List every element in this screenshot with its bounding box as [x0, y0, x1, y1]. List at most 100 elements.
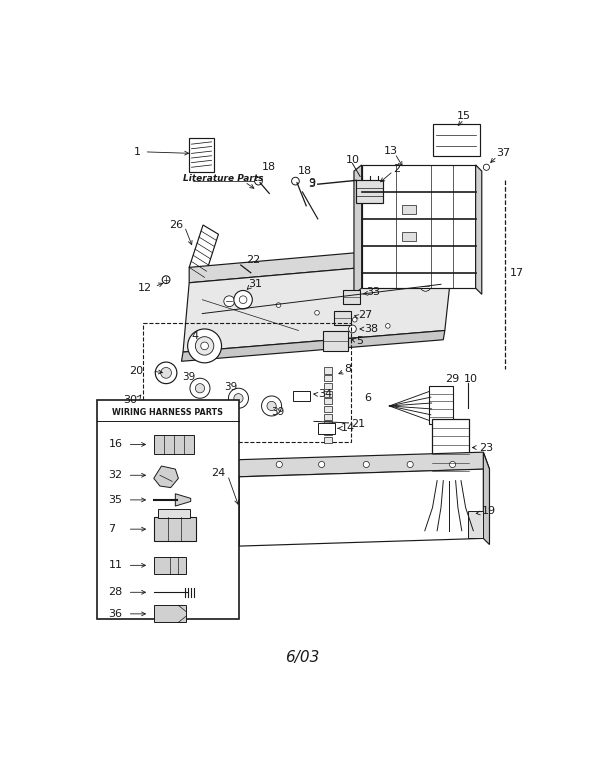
Bar [97, 400, 239, 619]
Bar [324, 399, 332, 405]
Bar [324, 414, 332, 420]
Text: 20: 20 [129, 366, 143, 376]
Text: 10: 10 [345, 155, 359, 164]
Circle shape [483, 164, 490, 171]
Text: 36: 36 [109, 609, 122, 619]
Text: 14: 14 [341, 423, 355, 433]
Bar [143, 323, 351, 442]
Text: 37: 37 [496, 148, 510, 158]
Circle shape [352, 317, 357, 322]
Bar [189, 138, 214, 172]
Circle shape [248, 272, 254, 278]
Bar [293, 391, 310, 402]
Circle shape [255, 177, 263, 185]
Circle shape [224, 296, 235, 307]
Text: 32: 32 [109, 470, 123, 480]
Polygon shape [483, 452, 490, 545]
Bar [362, 165, 476, 288]
Circle shape [190, 378, 210, 399]
Circle shape [201, 342, 208, 350]
Bar [324, 375, 332, 381]
Bar [154, 435, 194, 454]
Circle shape [407, 461, 413, 467]
Bar [318, 423, 335, 434]
Circle shape [155, 362, 177, 383]
Text: 11: 11 [109, 560, 122, 571]
Bar [158, 509, 190, 519]
Text: 4: 4 [191, 331, 198, 341]
Text: 28: 28 [109, 588, 123, 597]
Polygon shape [175, 493, 191, 506]
Bar [324, 437, 332, 443]
Bar [154, 517, 196, 542]
Text: 10: 10 [464, 374, 478, 384]
Text: 3: 3 [309, 179, 316, 189]
Polygon shape [189, 244, 453, 283]
Text: WIRING HARNESS PARTS: WIRING HARNESS PARTS [112, 408, 223, 417]
Text: Literature Parts: Literature Parts [183, 174, 263, 184]
Circle shape [291, 177, 299, 185]
Bar [324, 429, 332, 435]
Text: 27: 27 [359, 310, 373, 320]
Polygon shape [239, 469, 483, 546]
Bar [432, 419, 468, 480]
Text: 13: 13 [384, 146, 398, 156]
Text: 39: 39 [271, 407, 284, 417]
Bar [432, 124, 480, 157]
Text: 23: 23 [478, 442, 493, 453]
Polygon shape [233, 452, 490, 477]
Circle shape [450, 461, 455, 467]
Polygon shape [154, 466, 178, 487]
Polygon shape [476, 165, 482, 295]
Text: 9: 9 [308, 177, 315, 187]
Bar [324, 382, 332, 389]
Text: 24: 24 [211, 468, 225, 478]
Bar [334, 311, 351, 325]
Circle shape [195, 383, 205, 393]
Text: 7: 7 [109, 524, 116, 534]
Circle shape [319, 461, 324, 467]
Text: 6/03: 6/03 [285, 650, 320, 666]
Polygon shape [189, 225, 218, 278]
Text: 18: 18 [297, 166, 312, 176]
Text: 38: 38 [364, 324, 378, 334]
Bar [324, 406, 332, 412]
Text: 17: 17 [510, 268, 525, 278]
Text: 19: 19 [482, 506, 496, 516]
Circle shape [188, 329, 221, 363]
Polygon shape [183, 259, 453, 352]
Bar [324, 391, 332, 397]
Text: 39: 39 [224, 382, 237, 392]
Bar [323, 330, 348, 350]
Text: 39: 39 [182, 372, 196, 382]
Bar [356, 181, 384, 203]
Text: 35: 35 [109, 495, 122, 505]
Circle shape [261, 396, 281, 416]
Bar [468, 512, 483, 539]
Circle shape [276, 461, 283, 467]
Text: 6: 6 [365, 393, 372, 403]
Circle shape [385, 324, 390, 328]
Text: 26: 26 [169, 220, 183, 230]
Bar [430, 386, 453, 425]
Text: 1: 1 [134, 147, 140, 157]
Text: 34: 34 [318, 389, 332, 399]
Text: 12: 12 [138, 283, 152, 293]
Circle shape [195, 337, 214, 355]
Circle shape [267, 402, 276, 411]
Circle shape [238, 296, 242, 301]
Bar [324, 422, 332, 428]
Bar [402, 205, 415, 214]
Circle shape [160, 367, 172, 378]
Circle shape [349, 325, 356, 333]
Bar [343, 291, 360, 304]
Circle shape [239, 296, 247, 304]
Circle shape [363, 461, 369, 467]
Text: 2: 2 [393, 164, 401, 174]
Text: 29: 29 [445, 374, 459, 384]
Bar [324, 367, 332, 373]
Circle shape [420, 281, 431, 291]
Text: 22: 22 [246, 255, 260, 265]
Text: 16: 16 [109, 439, 122, 450]
Text: 8: 8 [345, 364, 352, 374]
